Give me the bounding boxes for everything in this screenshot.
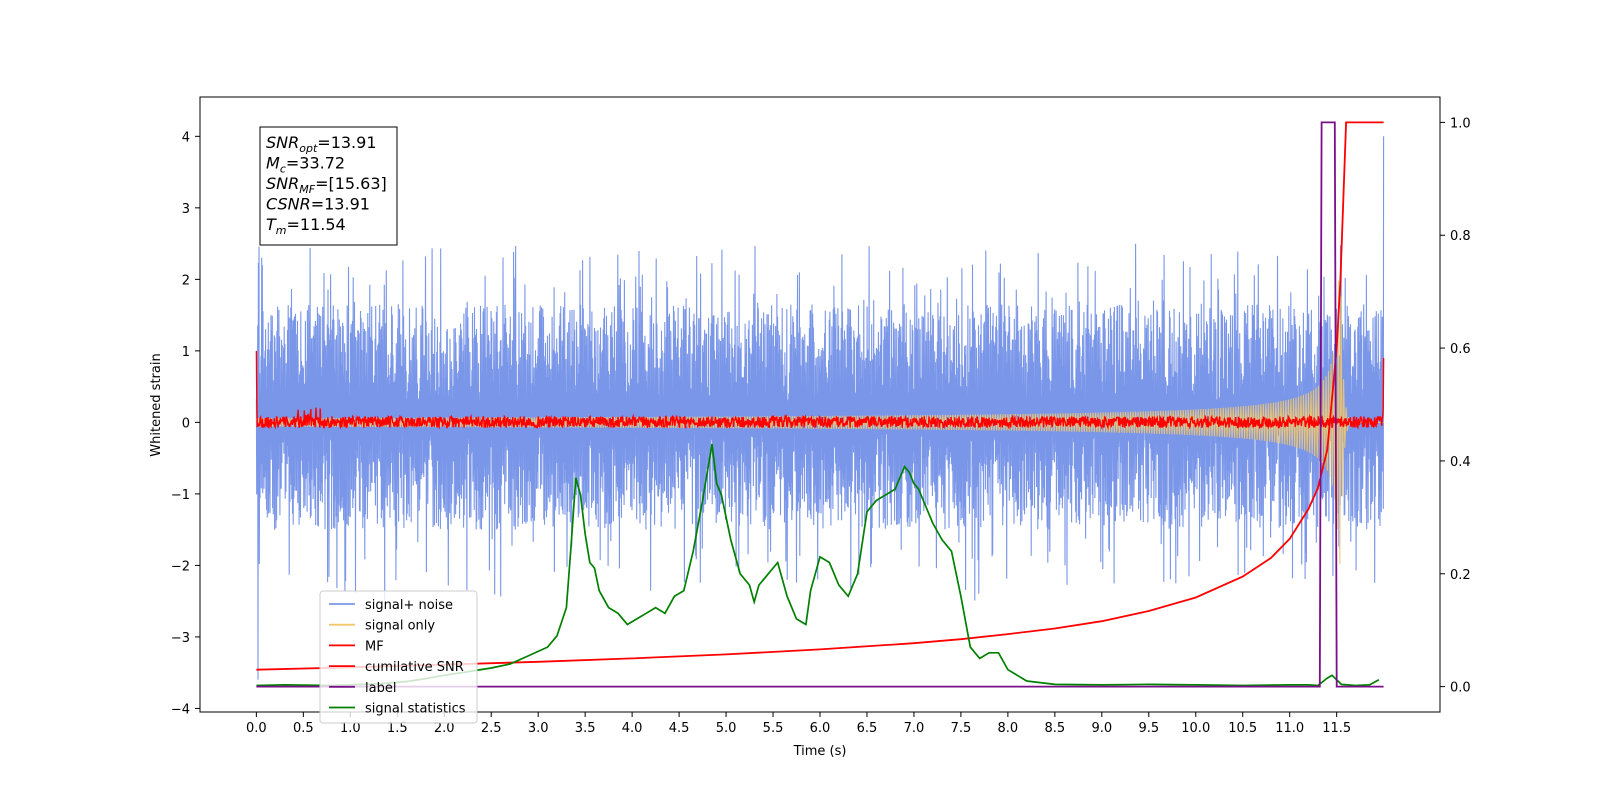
y-tick-label: −3 (171, 631, 190, 646)
x-tick-label: 9.5 (1138, 721, 1159, 736)
legend-label: signal statistics (365, 702, 466, 717)
annotation-subscript: c (280, 163, 286, 176)
y-axis-label: Whitened strain (149, 353, 164, 456)
annotation-symbol: SNR (266, 174, 299, 193)
x-tick-label: 4.0 (622, 721, 643, 736)
x-tick-label: 5.5 (763, 721, 784, 736)
y-tick-label: 4 (182, 130, 190, 145)
x-tick-label: 8.5 (1045, 721, 1066, 736)
annotation-subscript: opt (299, 142, 318, 155)
x-tick-label: 0.0 (246, 721, 267, 736)
annotation-subscript: MF (299, 183, 315, 196)
annotation-value: =33.72 (286, 154, 345, 173)
x-tick-label: 1.0 (340, 721, 361, 736)
y2-tick-label: 0.2 (1450, 568, 1471, 583)
x-axis: 0.0 0.5 1.0 1.5 2.0 2.5 3.0 3.5 4.0 4.5 5.0 5.5 6.0 6… (246, 712, 1351, 736)
y-tick-label: 0 (182, 416, 190, 431)
x-tick-label: 8.0 (998, 721, 1019, 736)
x-tick-label: 0.5 (293, 721, 314, 736)
y2-tick-label: 1.0 (1450, 116, 1471, 131)
x-tick-label: 6.5 (857, 721, 878, 736)
series-layer (255, 121, 1385, 688)
x-tick-label: 11.5 (1322, 721, 1351, 736)
annotation-frame (259, 126, 398, 246)
x-tick-label: 6.0 (810, 721, 831, 736)
x-tick-label: 10.5 (1228, 721, 1257, 736)
series-label (256, 121, 1384, 688)
legend-frame (319, 590, 478, 724)
x-axis-label: Time (s) (793, 744, 847, 759)
series-cumilative-snr (256, 121, 1384, 671)
annotation-subscript: m (276, 224, 287, 237)
y-tick-label: −1 (171, 488, 190, 503)
x-tick-label: 2.5 (481, 721, 502, 736)
x-tick-label: 9.0 (1091, 721, 1112, 736)
x-tick-label: 11.0 (1275, 721, 1304, 736)
y-axis-right: 1.0 0.8 0.6 0.4 0.2 0.0 (1440, 116, 1471, 696)
legend-label: signal only (365, 619, 435, 634)
annotation-value: =13.91 (317, 133, 376, 152)
x-tick-label: 4.5 (669, 721, 690, 736)
annotation-line: CSNR=13.91 (266, 195, 370, 214)
annotation-line: SNRMF=[15.63] (266, 174, 387, 196)
y-tick-label: 1 (182, 345, 190, 360)
series-signal-noise (255, 136, 1385, 680)
y2-tick-label: 0.8 (1450, 229, 1471, 244)
series-signal-only (255, 280, 1384, 565)
x-tick-label: 3.0 (528, 721, 549, 736)
x-tick-label: 3.5 (575, 721, 596, 736)
y-tick-label: −2 (171, 559, 190, 574)
annotation-value: =[15.63] (315, 174, 387, 193)
annotation-symbol: CSNR (266, 195, 311, 214)
y2-tick-label: 0.6 (1450, 342, 1471, 357)
y-tick-label: −4 (171, 702, 190, 717)
x-tick-label: 2.0 (434, 721, 455, 736)
annotation-symbol: T (266, 215, 277, 234)
x-tick-label: 5.0 (716, 721, 737, 736)
annotation-value: =11.54 (287, 215, 346, 234)
annotation-value: =13.91 (311, 195, 370, 214)
legend-label: signal+ noise (365, 598, 453, 613)
series-mf (255, 350, 1385, 431)
annotation-line: SNRopt=13.91 (266, 133, 377, 155)
x-tick-label: 7.5 (951, 721, 972, 736)
annotation-line: Mc=33.72 (266, 154, 345, 176)
annotation-symbol: SNR (266, 133, 299, 152)
x-tick-label: 10.0 (1181, 721, 1210, 736)
series-signal-statistics (256, 443, 1380, 687)
annotation-box: SNRopt=13.91Mc=33.72SNRMF=[15.63]CSNR=13… (259, 126, 398, 246)
legend-label: label (365, 681, 396, 696)
x-tick-label: 7.0 (904, 721, 925, 736)
y-axis-left: 4 3 2 1 0 −1 −2 −3 −4 (171, 130, 200, 717)
x-tick-label: 1.5 (387, 721, 408, 736)
annotation-line: Tm=11.54 (266, 215, 346, 237)
y2-tick-label: 0.0 (1450, 681, 1471, 696)
legend-label: MF (365, 639, 384, 654)
y-tick-label: 3 (182, 202, 190, 217)
y-tick-label: 2 (182, 273, 190, 288)
annotation-symbol: M (266, 154, 280, 173)
legend-label: cumilative SNR (365, 660, 464, 675)
y2-tick-label: 0.4 (1450, 455, 1471, 470)
legend: signal+ noise signal only MF cumilative SNR… (319, 590, 478, 724)
